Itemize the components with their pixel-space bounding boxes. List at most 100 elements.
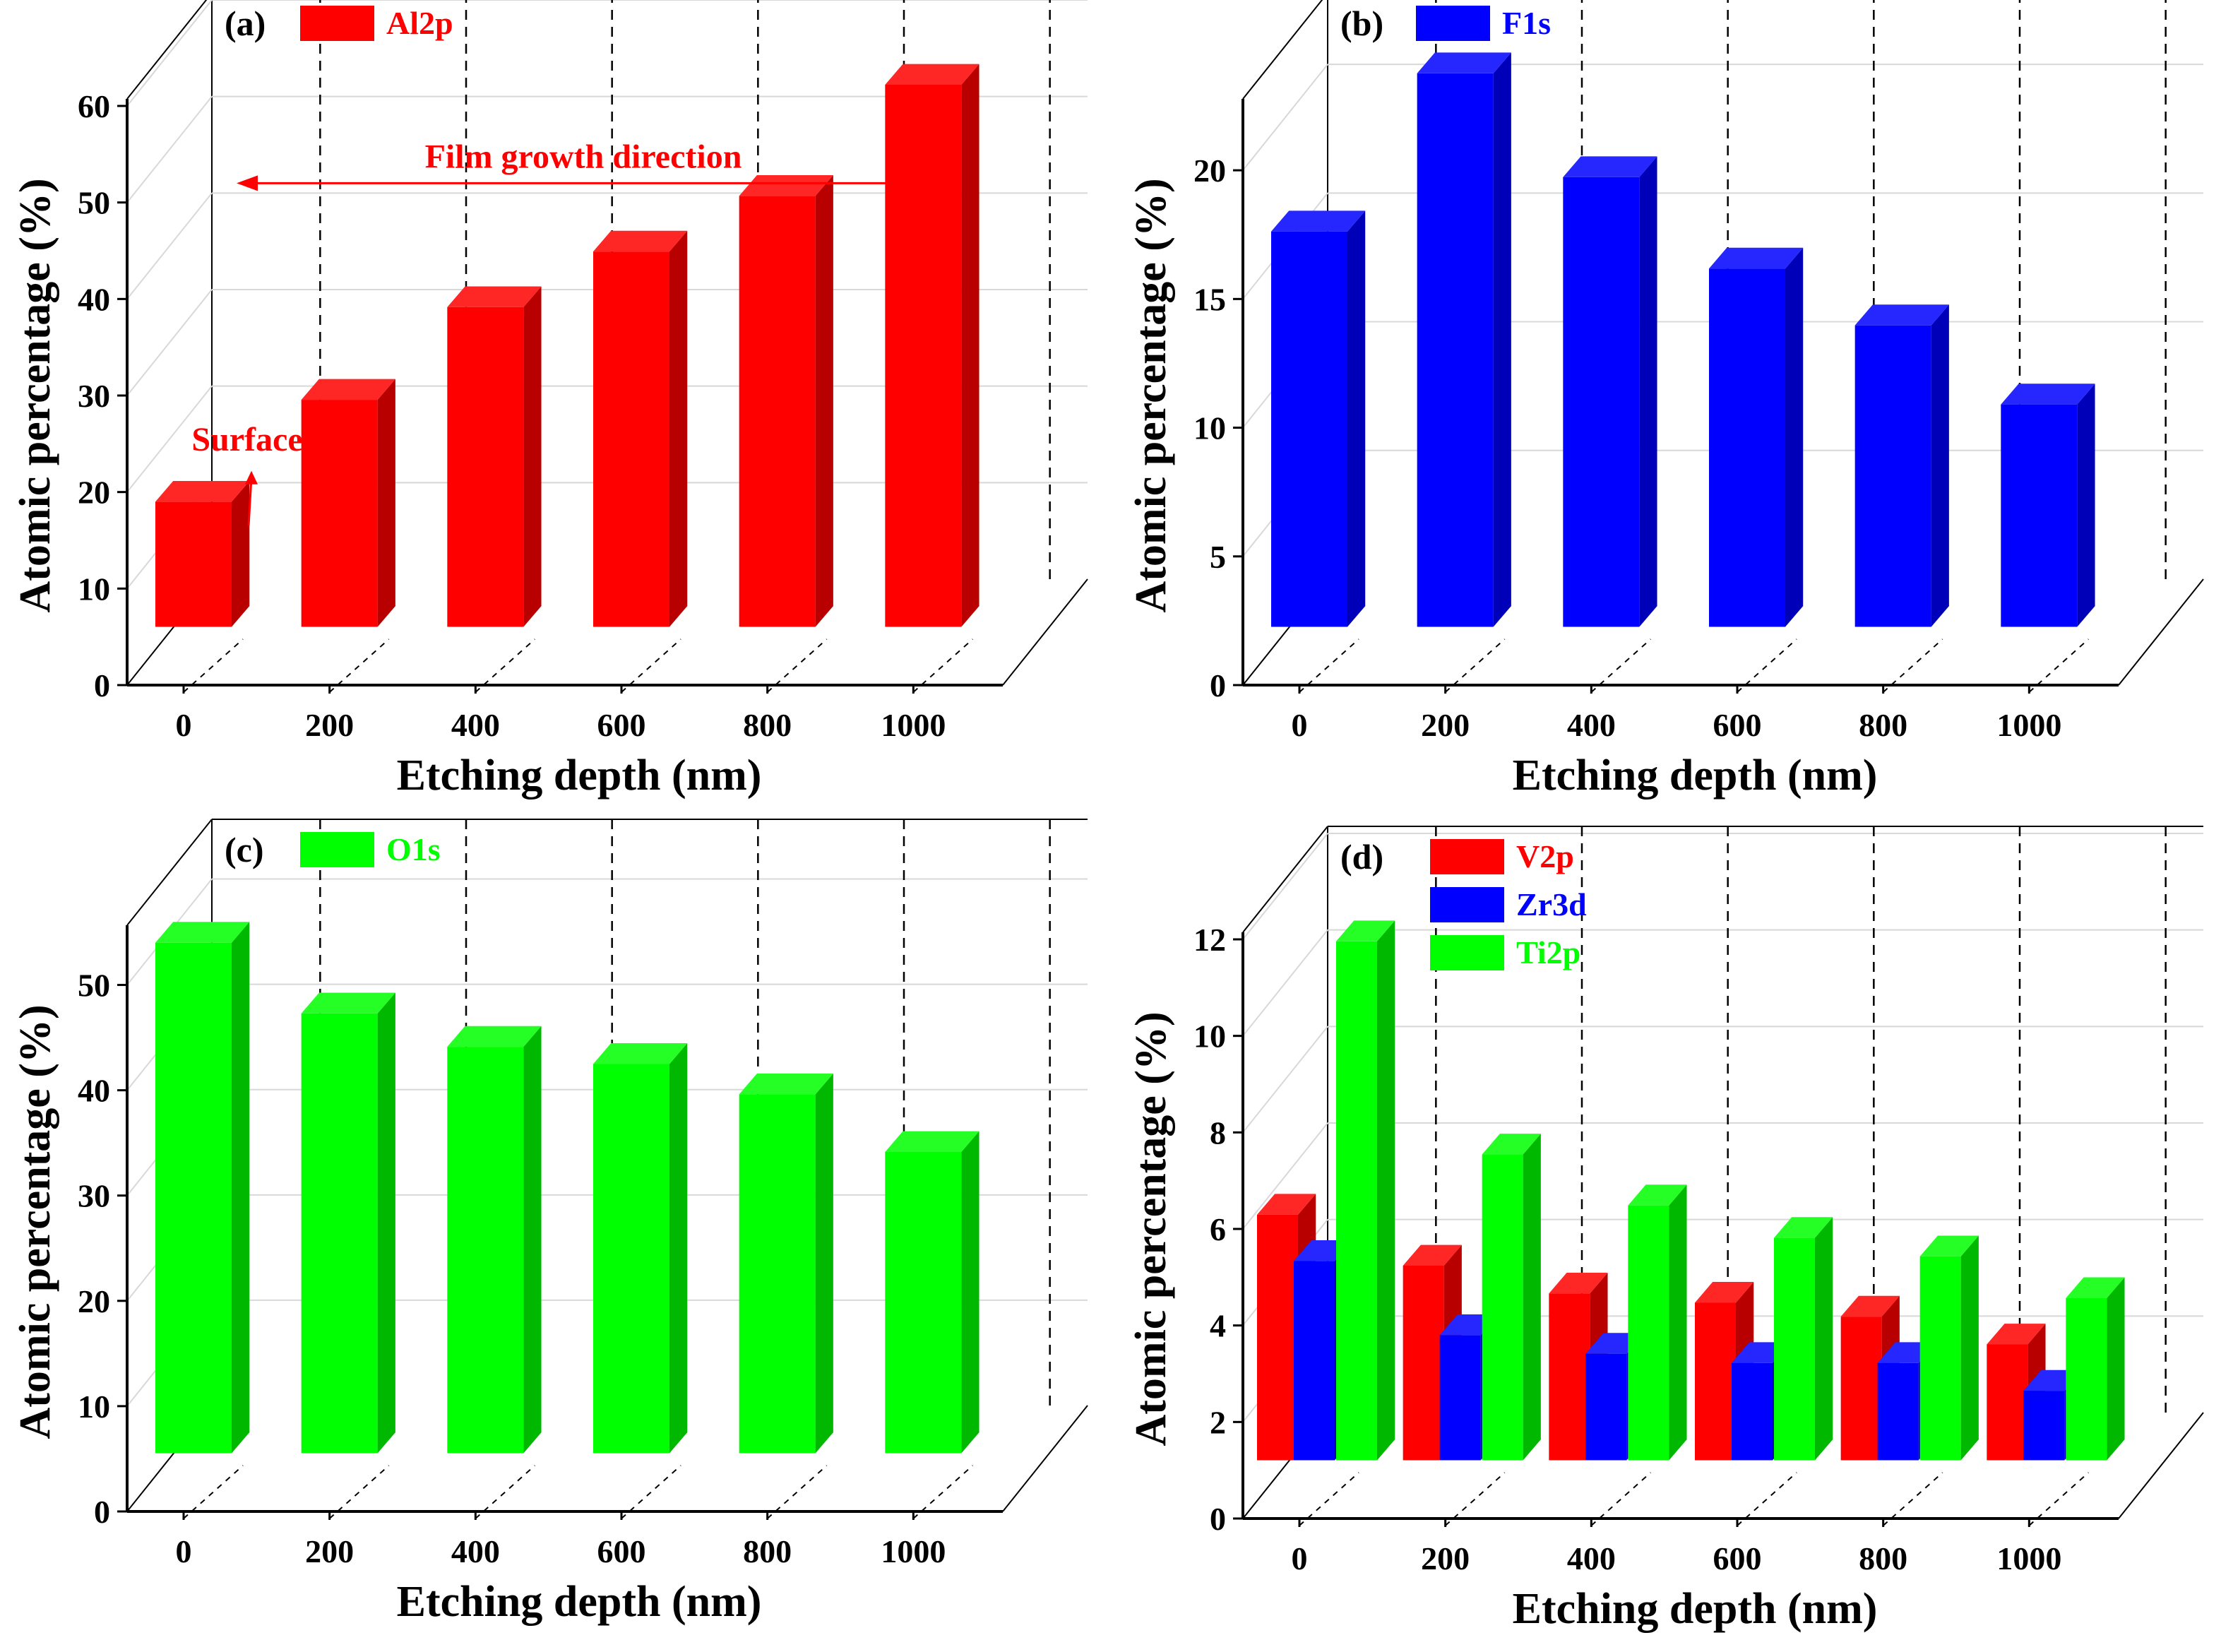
bar-d-V2p-600 xyxy=(1695,1302,1736,1461)
floor-dash xyxy=(1299,1472,1359,1526)
bar-side-b-F1s-200 xyxy=(1493,52,1511,627)
bar-d-V2p-800 xyxy=(1840,1317,1882,1461)
x-tick-label: 600 xyxy=(1713,707,1762,743)
bar-side-d-Ti2p-200 xyxy=(1523,1134,1541,1461)
floor-right-edge xyxy=(2118,1412,2204,1519)
x-tick-label: 800 xyxy=(1859,1540,1907,1576)
bar-d-Ti2p-200 xyxy=(1482,1154,1523,1461)
bar-side-c-O1s-600 xyxy=(669,1043,688,1454)
y-axis-title: Atomic percentage (%) xyxy=(1127,1011,1175,1446)
floor-dash xyxy=(1445,1472,1506,1526)
bar-d-Zr3d-400 xyxy=(1585,1353,1627,1461)
y-tick-label: 10 xyxy=(1193,1018,1226,1054)
bar-a-Al2p-1000 xyxy=(885,84,962,627)
x-axis-title: Etching depth (nm) xyxy=(1513,751,1878,800)
bar-top-c-O1s-0 xyxy=(155,922,250,943)
x-tick-label: 800 xyxy=(743,707,792,743)
floor-dash xyxy=(767,1465,828,1519)
y-tick-label: 5 xyxy=(1210,539,1226,575)
y-axis-title: Atomic percentage (%) xyxy=(1127,178,1175,612)
bar-top-a-Al2p-0 xyxy=(155,480,250,502)
bar-top-d-V2p-1000 xyxy=(1987,1324,2046,1345)
bar-side-b-F1s-0 xyxy=(1347,210,1366,627)
x-tick-label: 600 xyxy=(597,707,646,743)
surface-arrow xyxy=(247,477,253,526)
bar-side-d-Ti2p-600 xyxy=(1815,1217,1833,1461)
y-tick-label: 30 xyxy=(78,378,110,414)
bar-top-d-Ti2p-0 xyxy=(1336,920,1395,941)
bar-top-a-Al2p-800 xyxy=(739,175,833,196)
grid-diagonal xyxy=(126,386,213,493)
y-tick-label: 20 xyxy=(1193,153,1226,189)
bar-d-V2p-0 xyxy=(1257,1214,1298,1461)
floor-dash xyxy=(2028,638,2089,693)
legend-swatch-Ti2p xyxy=(1430,935,1504,970)
bar-d-Zr3d-200 xyxy=(1439,1335,1481,1461)
floor-dash xyxy=(183,638,244,693)
left-wall-top-edge xyxy=(1242,826,1328,933)
floor-dash xyxy=(912,638,973,693)
x-tick-label: 200 xyxy=(305,707,354,743)
y-tick-label: 0 xyxy=(1210,667,1226,703)
floor-dash xyxy=(1445,638,1506,693)
legend-swatch-V2p xyxy=(1430,839,1504,874)
y-tick-label: 50 xyxy=(78,185,110,221)
bar-b-F1s-200 xyxy=(1417,73,1494,627)
bar-top-b-F1s-200 xyxy=(1417,52,1511,73)
grid-diagonal xyxy=(1242,833,1328,940)
legend-label-Ti2p: Ti2p xyxy=(1516,934,1580,970)
bar-c-O1s-600 xyxy=(593,1064,669,1454)
bar-top-d-V2p-0 xyxy=(1257,1194,1316,1215)
bar-side-a-Al2p-600 xyxy=(669,230,688,627)
x-tick-label: 0 xyxy=(1292,1540,1308,1576)
bar-d-V2p-1000 xyxy=(1987,1344,2028,1461)
bar-a-Al2p-600 xyxy=(593,251,669,627)
bar-b-F1s-1000 xyxy=(2001,404,2078,627)
x-tick-label: 1000 xyxy=(881,707,946,743)
y-tick-label: 0 xyxy=(94,667,110,703)
floor-dash xyxy=(329,1465,390,1519)
chart-panel-c: 0 10 20 30 40 50 0 200 400 600 800 1000 Etching dept… xyxy=(11,819,1088,1626)
y-tick-label: 40 xyxy=(78,281,110,317)
bar-side-c-O1s-400 xyxy=(523,1026,542,1454)
y-tick-label: 8 xyxy=(1210,1115,1226,1151)
bar-c-O1s-200 xyxy=(301,1013,378,1454)
left-wall-top-edge xyxy=(126,819,213,926)
bar-d-Ti2p-400 xyxy=(1628,1205,1669,1461)
bar-top-d-Ti2p-1000 xyxy=(2066,1277,2125,1298)
bar-side-a-Al2p-800 xyxy=(815,175,833,627)
floor-dash xyxy=(183,1465,244,1519)
bar-side-a-Al2p-400 xyxy=(523,286,542,627)
bar-c-O1s-0 xyxy=(155,942,232,1454)
y-tick-label: 40 xyxy=(78,1073,110,1109)
growth-direction-arrowhead xyxy=(237,175,258,191)
bar-side-c-O1s-1000 xyxy=(961,1131,979,1454)
growth-direction-label: Film growth direction xyxy=(425,138,742,175)
bar-top-b-F1s-400 xyxy=(1563,156,1657,177)
bar-side-b-F1s-400 xyxy=(1639,156,1657,627)
grid-diagonal xyxy=(126,0,213,107)
surface-arrowhead xyxy=(245,470,258,485)
y-tick-label: 4 xyxy=(1210,1308,1226,1344)
legend-swatch-F1s xyxy=(1416,6,1490,41)
y-tick-label: 60 xyxy=(78,88,110,124)
y-tick-label: 50 xyxy=(78,968,110,1004)
x-tick-label: 400 xyxy=(1567,1540,1616,1576)
x-axis-title: Etching depth (nm) xyxy=(397,751,762,800)
bar-side-b-F1s-800 xyxy=(1931,304,1949,627)
y-tick-label: 20 xyxy=(78,1283,110,1319)
bar-top-c-O1s-1000 xyxy=(885,1131,979,1152)
y-tick-label: 15 xyxy=(1193,281,1226,317)
y-tick-label: 0 xyxy=(1210,1501,1226,1537)
bar-top-c-O1s-200 xyxy=(301,992,395,1014)
bar-side-b-F1s-600 xyxy=(1785,247,1804,627)
bar-a-Al2p-200 xyxy=(301,400,378,627)
bar-side-c-O1s-200 xyxy=(377,992,395,1454)
x-tick-label: 1000 xyxy=(881,1533,946,1569)
bar-d-V2p-200 xyxy=(1403,1265,1444,1461)
y-tick-label: 30 xyxy=(78,1178,110,1214)
bar-top-d-V2p-600 xyxy=(1695,1282,1754,1303)
bar-c-O1s-400 xyxy=(447,1047,524,1454)
bar-side-b-F1s-1000 xyxy=(2077,384,2095,627)
legend-swatch-O1s xyxy=(300,832,374,867)
